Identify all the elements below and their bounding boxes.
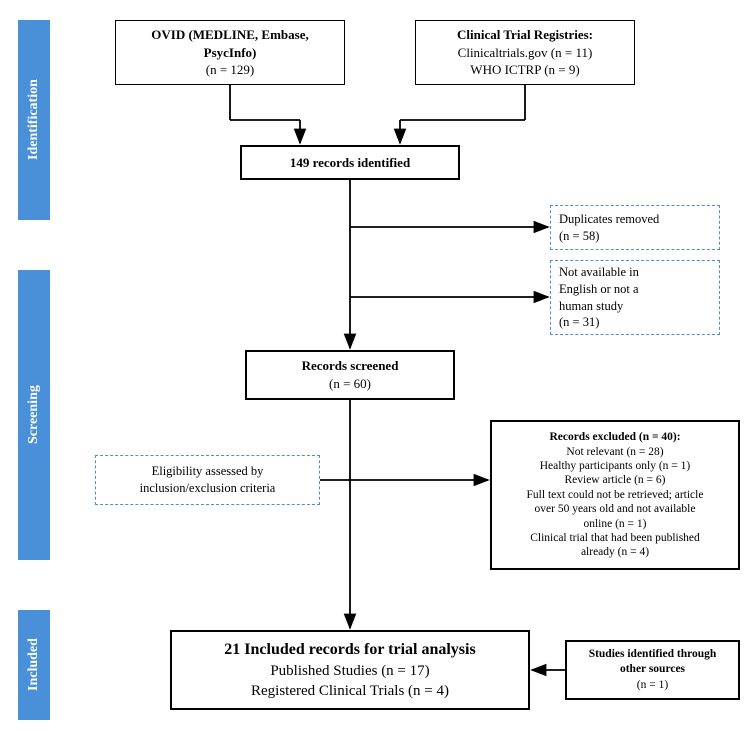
eligibility-criteria: Eligibility assessed by inclusion/exclus…: [95, 455, 320, 505]
registries-title: Clinical Trial Registries:: [457, 26, 593, 44]
excl-r4b: over 50 years old and not available: [535, 502, 696, 516]
incl-l2: Registered Clinical Trials (n = 4): [251, 681, 449, 701]
screened-l1: Records screened: [302, 357, 399, 375]
elig-l2: inclusion/exclusion criteria: [140, 480, 276, 497]
incl-title: 21 Included records for trial analysis: [224, 639, 475, 661]
excl-r5a: Clinical trial that had been published: [530, 531, 700, 545]
screened-l2: (n = 60): [329, 375, 371, 393]
excl-title: Records excluded (n = 40):: [549, 430, 680, 444]
ovid-title: OVID (MEDLINE, Embase, PsycInfo): [124, 26, 336, 61]
included-records: 21 Included records for trial analysis P…: [170, 630, 530, 710]
excl-r4a: Full text could not be retrieved; articl…: [527, 488, 704, 502]
flowchart-canvas: Identification Screening Included OVID (…: [0, 0, 750, 733]
incl-l1: Published Studies (n = 17): [270, 661, 429, 681]
stage-identification-text: Identification: [26, 80, 42, 161]
excl-r3: Review article (n = 6): [564, 473, 665, 487]
stage-screening: Screening: [18, 270, 50, 560]
excl-r1: Not relevant (n = 28): [566, 445, 663, 459]
ne-l2: English or not a: [559, 281, 639, 298]
other-sources: Studies identified through other sources…: [565, 640, 740, 700]
registries-l2: WHO ICTRP (n = 9): [470, 61, 579, 79]
excl-r4c: online (n = 1): [583, 517, 646, 531]
identified-label: 149 records identified: [290, 154, 410, 172]
oth-l1: Studies identified through: [589, 647, 717, 663]
stage-screening-text: Screening: [26, 386, 42, 445]
stage-included-text: Included: [26, 639, 42, 692]
ovid-n: (n = 129): [206, 61, 255, 79]
excl-r5b: already (n = 4): [581, 545, 649, 559]
not-english-human: Not available in English or not a human …: [550, 260, 720, 335]
dup-l1: Duplicates removed: [559, 211, 659, 228]
dup-l2: (n = 58): [559, 228, 599, 245]
stage-included: Included: [18, 610, 50, 720]
source-registries: Clinical Trial Registries: Clinicaltrial…: [415, 20, 635, 85]
duplicates-removed: Duplicates removed (n = 58): [550, 205, 720, 250]
ne-l3: human study: [559, 298, 623, 315]
records-screened: Records screened (n = 60): [245, 350, 455, 400]
oth-l2: other sources: [620, 662, 685, 678]
ne-l1: Not available in: [559, 264, 639, 281]
oth-l3: (n = 1): [637, 678, 668, 694]
elig-l1: Eligibility assessed by: [152, 463, 264, 480]
ne-l4: (n = 31): [559, 314, 599, 331]
records-excluded: Records excluded (n = 40): Not relevant …: [490, 420, 740, 570]
stage-identification: Identification: [18, 20, 50, 220]
source-ovid: OVID (MEDLINE, Embase, PsycInfo) (n = 12…: [115, 20, 345, 85]
registries-l1: Clinicaltrials.gov (n = 11): [458, 44, 593, 62]
excl-r2: Healthy participants only (n = 1): [540, 459, 691, 473]
records-identified: 149 records identified: [240, 145, 460, 180]
